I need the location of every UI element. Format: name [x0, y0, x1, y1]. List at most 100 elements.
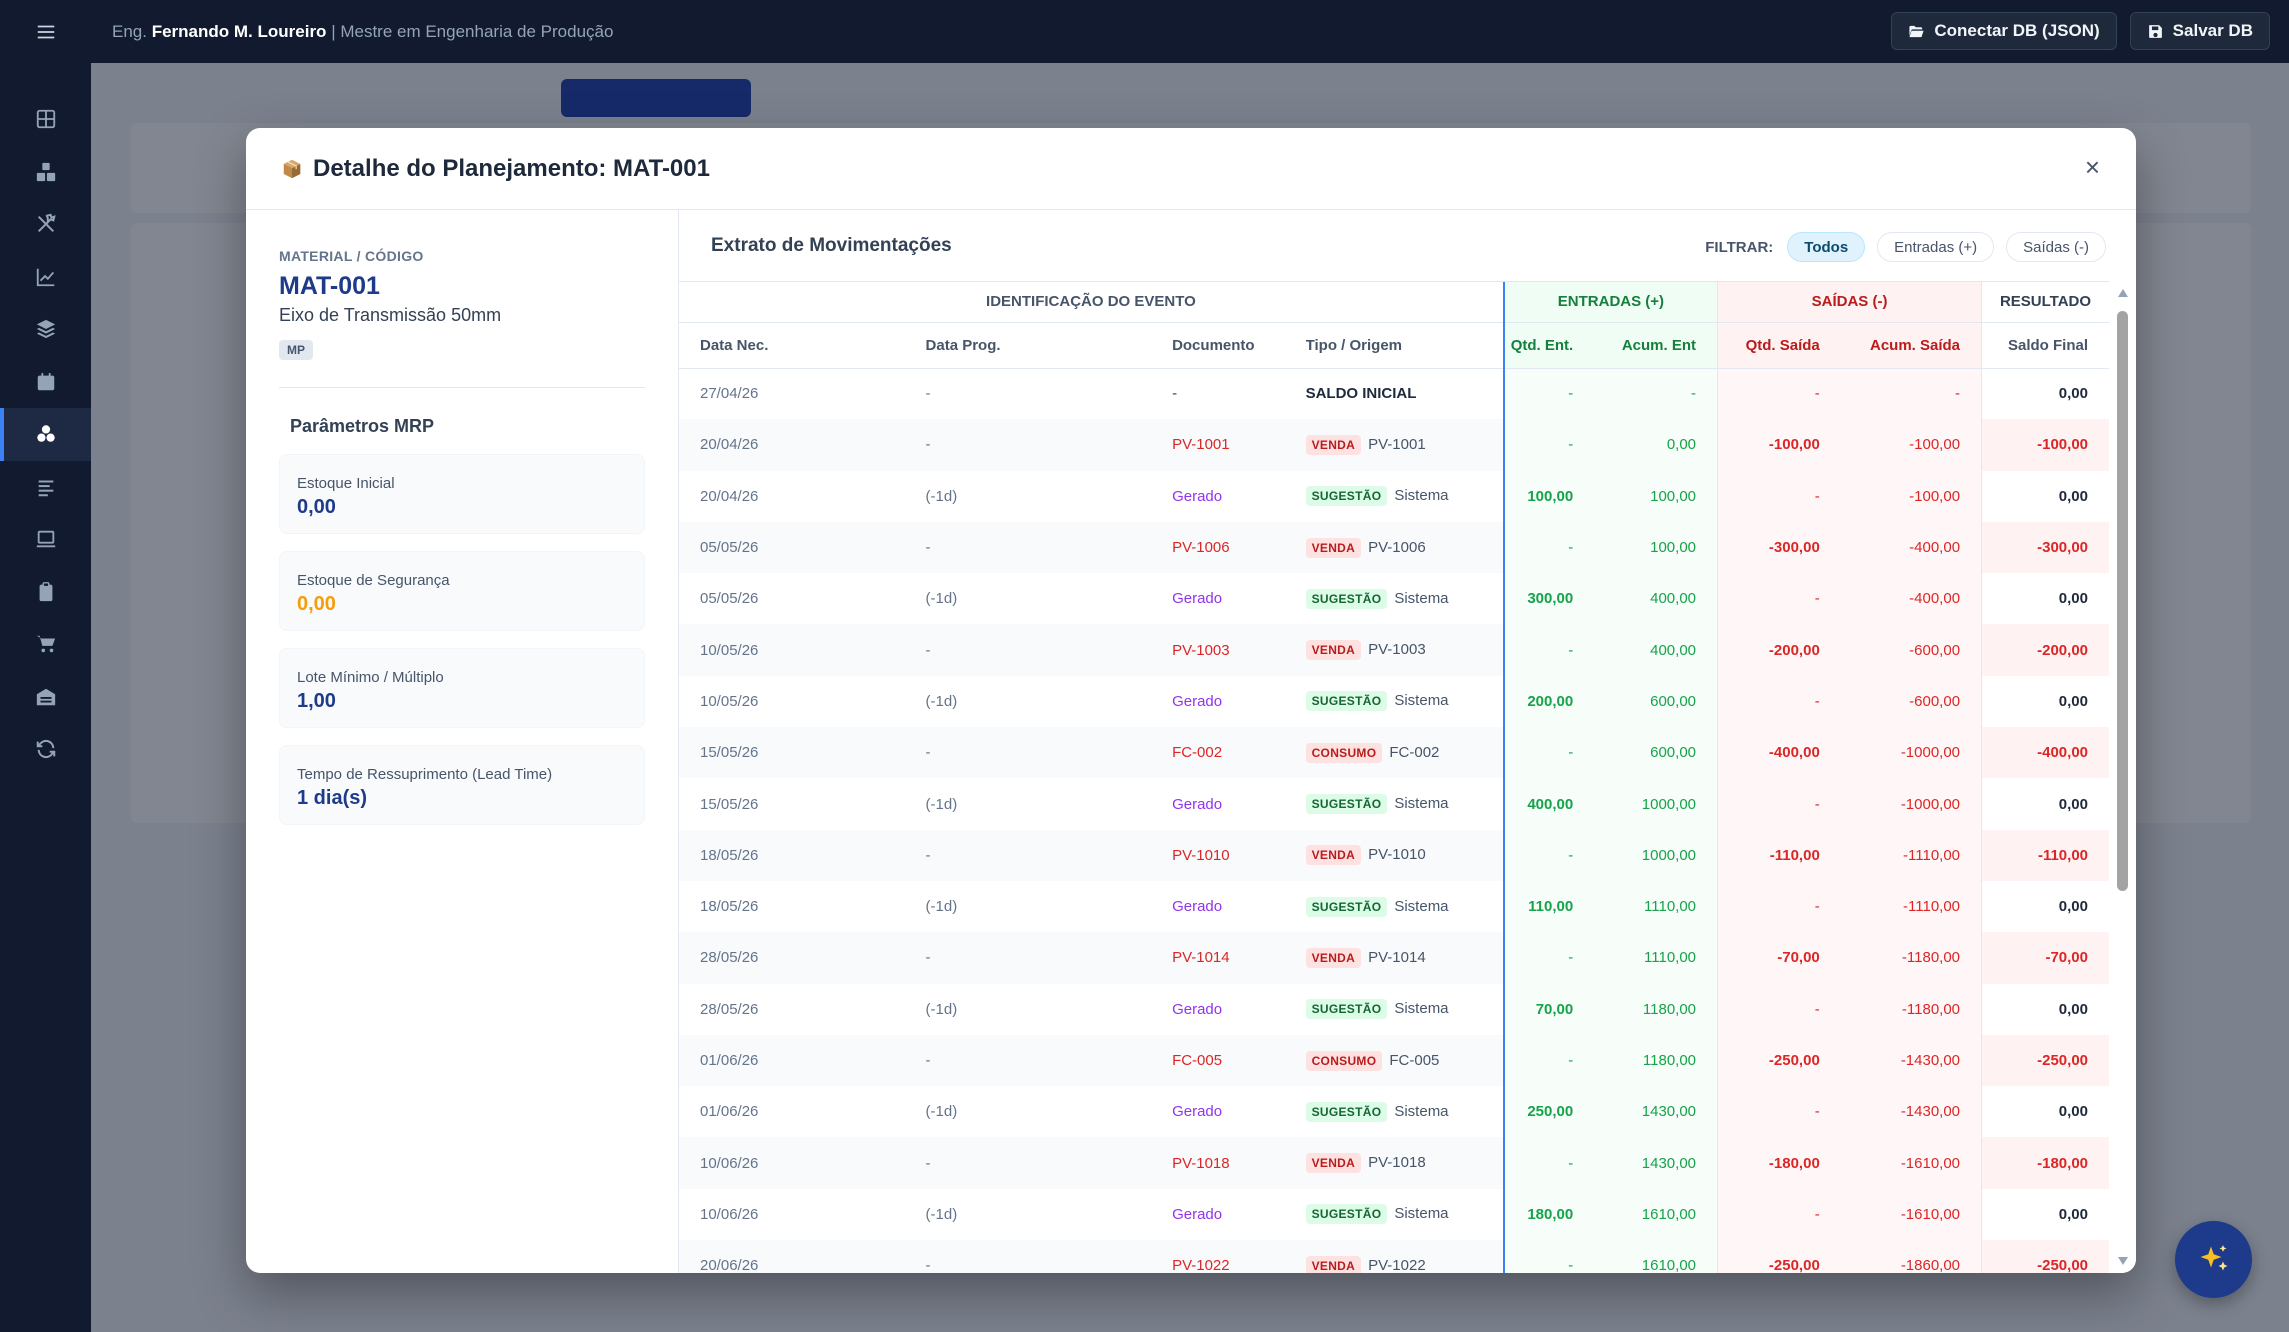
table-row[interactable]: 20/04/26 (-1d) Gerado SUGESTÃO Sistema 100,00…	[679, 470, 2109, 522]
connect-db-button[interactable]: Conectar DB (JSON)	[1891, 12, 2117, 50]
col-data-prog[interactable]: Data Prog.	[925, 321, 1173, 369]
origin-text: Sistema	[1394, 1000, 1449, 1018]
material-description: Eixo de Transmissão 50mm	[279, 305, 502, 325]
table-row[interactable]: 15/05/26 (-1d) Gerado SUGESTÃO Sistema 400,00…	[679, 778, 2109, 830]
sidebar-item-mrp[interactable]	[0, 408, 91, 461]
col-acum-saida[interactable]: Acum. Saída	[1840, 321, 1982, 369]
col-saldo-final[interactable]: Saldo Final	[1981, 321, 2109, 369]
cell-acum-saida: -1860,00	[1840, 1240, 1982, 1273]
table-row[interactable]: 20/06/26- PV-1022 VENDA PV-1022-1610,00 -250…	[679, 1240, 2109, 1273]
sidebar-item-tools[interactable]	[0, 198, 91, 251]
cell-qtd-saida: -	[1717, 1188, 1841, 1241]
cell-qtd-ent: -	[1502, 727, 1595, 779]
table-row[interactable]: 28/05/26- PV-1014 VENDA PV-1014-1110,00 -70,…	[679, 932, 2109, 984]
table-row[interactable]: 10/05/26 (-1d) Gerado SUGESTÃO Sistema 200,00…	[679, 675, 2109, 728]
sidebar-item-dashboard[interactable]	[0, 93, 91, 146]
sidebar-item-materials[interactable]	[0, 146, 91, 199]
cell-qtd-ent: -	[1502, 624, 1595, 676]
cell-tipo-origem: SALDO INICIAL	[1306, 368, 1504, 419]
cell-documento: PV-1014	[1172, 932, 1306, 984]
cell-data-nec: 05/05/26	[700, 590, 759, 608]
col-tipo-origem[interactable]: Tipo / Origem	[1305, 321, 1504, 369]
type-badge: SUGESTÃO	[1305, 1204, 1388, 1225]
sidebar-item-list[interactable]	[0, 461, 91, 514]
col-qtd-ent[interactable]: Qtd. Ent.	[1502, 321, 1595, 369]
table-row[interactable]: 05/05/26- PV-1006 VENDA PV-1006-100,00 -300,…	[679, 521, 2109, 574]
top-bar: Eng. Fernando M. Loureiro | Mestre em En…	[0, 0, 2289, 63]
cell-saldo-final: 0,00	[1981, 1086, 2109, 1138]
cell-acum-ent: 1180,00	[1594, 983, 1718, 1035]
cell-documento: Gerado	[1172, 1205, 1223, 1223]
table-row[interactable]: 10/06/26 (-1d) Gerado SUGESTÃO Sistema 180,00…	[679, 1188, 2109, 1241]
table-row[interactable]: 10/05/26- PV-1003 VENDA PV-1003-400,00 -200,…	[679, 624, 2109, 676]
chart-line-icon	[36, 268, 54, 286]
filter-inputs-button[interactable]: Entradas (+)	[1877, 232, 1995, 262]
cell-acum-ent: 1430,00	[1594, 1086, 1718, 1138]
cell-tipo-origem: VENDA PV-1003	[1305, 624, 1504, 676]
cell-data-prog: (-1d)	[925, 795, 958, 813]
save-db-button[interactable]: Salvar DB	[2129, 12, 2270, 50]
table-row[interactable]: 28/05/26 (-1d) Gerado SUGESTÃO Sistema 70,00 1…	[679, 983, 2109, 1035]
table-group-header: IDENTIFICAÇÃO DO EVENTO ENTRADAS (+) SAÍ…	[679, 282, 2109, 322]
ai-assistant-button[interactable]	[2175, 1221, 2252, 1298]
modal-header: Detalhe do Planejamento: MAT-001 ×	[246, 128, 2136, 210]
cell-acum-saida: -1430,00	[1840, 1086, 1982, 1138]
filter-all-button[interactable]: Todos	[1787, 232, 1866, 262]
table-row[interactable]: 10/06/26- PV-1018 VENDA PV-1018-1430,00 -180…	[679, 1137, 2109, 1189]
table-row[interactable]: 05/05/26 (-1d) Gerado SUGESTÃO Sistema 300,00…	[679, 573, 2109, 625]
cell-tipo-origem: VENDA PV-1010	[1305, 829, 1504, 881]
cell-qtd-ent: 180,00	[1502, 1188, 1595, 1241]
origin-text: Sistema	[1394, 1102, 1449, 1120]
scroll-up-arrow[interactable]	[2118, 289, 2128, 297]
sidebar-item-analytics[interactable]	[0, 251, 91, 304]
hamburger-menu-button[interactable]	[0, 0, 91, 63]
cell-acum-saida: -1430,00	[1840, 1034, 1982, 1087]
col-data-nec[interactable]: Data Nec.	[679, 321, 926, 369]
sidebar-item-desktop[interactable]	[0, 513, 91, 566]
table-row[interactable]: 18/05/26- PV-1010 VENDA PV-1010-1000,00 -110…	[679, 829, 2109, 881]
param-label: Estoque de Segurança	[297, 572, 450, 589]
cell-saldo-final: -400,00	[1981, 727, 2109, 779]
type-badge: SUGESTÃO	[1305, 999, 1388, 1020]
table-row[interactable]: 27/04/26- - SALDO INICIAL - - - -0,00	[679, 368, 2109, 420]
cell-qtd-saida: -110,00	[1717, 829, 1841, 881]
cell-qtd-ent: -	[1502, 1240, 1595, 1273]
scroll-thumb[interactable]	[2117, 311, 2128, 891]
cell-tipo-origem: SUGESTÃO Sistema	[1305, 881, 1504, 932]
col-documento[interactable]: Documento	[1172, 321, 1306, 369]
cell-tipo-origem: SUGESTÃO Sistema	[1305, 676, 1504, 727]
table-row[interactable]: 18/05/26 (-1d) Gerado SUGESTÃO Sistema 110,00…	[679, 880, 2109, 933]
cell-saldo-final: -180,00	[1981, 1137, 2109, 1189]
col-qtd-saida[interactable]: Qtd. Saída	[1717, 321, 1841, 369]
cell-qtd-saida: -	[1717, 880, 1841, 933]
cell-qtd-saida: -180,00	[1717, 1137, 1841, 1189]
cell-qtd-ent: -	[1502, 932, 1595, 984]
cell-data-prog: -	[925, 419, 1173, 471]
sidebar-item-calendar[interactable]	[0, 356, 91, 409]
table-row[interactable]: 01/06/26- FC-005 CONSUMO FC-005-1180,00 -250…	[679, 1034, 2109, 1087]
sidebar-item-layers[interactable]	[0, 303, 91, 356]
table-scrollbar[interactable]	[2109, 281, 2136, 1273]
cell-tipo-origem: VENDA PV-1018	[1305, 1137, 1504, 1189]
material-panel: MATERIAL / CÓDIGO MAT-001 Eixo de Transm…	[246, 210, 679, 1273]
sidebar-item-sync[interactable]	[0, 723, 91, 776]
param-value: 1 dia(s)	[297, 787, 368, 809]
user-name: Fernando M. Loureiro	[151, 21, 327, 41]
sidebar-item-warehouse[interactable]	[0, 671, 91, 724]
cell-data-nec: 01/06/26	[679, 1034, 926, 1087]
table-row[interactable]: 01/06/26 (-1d) Gerado SUGESTÃO Sistema 250,00…	[679, 1086, 2109, 1138]
cell-tipo-origem: SUGESTÃO Sistema	[1305, 1189, 1504, 1240]
scroll-down-arrow[interactable]	[2118, 1257, 2128, 1265]
sidebar-item-orders[interactable]	[0, 566, 91, 619]
cell-qtd-saida: -100,00	[1717, 419, 1841, 471]
col-acum-ent[interactable]: Acum. Ent	[1594, 321, 1718, 369]
close-button[interactable]: ×	[2084, 152, 2100, 182]
divider	[279, 387, 645, 388]
cell-acum-ent: 600,00	[1594, 675, 1718, 728]
table-row[interactable]: 20/04/26- PV-1001 VENDA PV-1001-0,00 -100,00…	[679, 419, 2109, 471]
table-row[interactable]: 15/05/26- FC-002 CONSUMO FC-002-600,00 -400,…	[679, 727, 2109, 779]
movements-table-container[interactable]: IDENTIFICAÇÃO DO EVENTO ENTRADAS (+) SAÍ…	[679, 281, 2109, 1273]
sidebar-item-purchases[interactable]	[0, 618, 91, 671]
cell-documento: Gerado	[1172, 487, 1223, 505]
filter-outputs-button[interactable]: Saídas (-)	[2006, 232, 2106, 262]
